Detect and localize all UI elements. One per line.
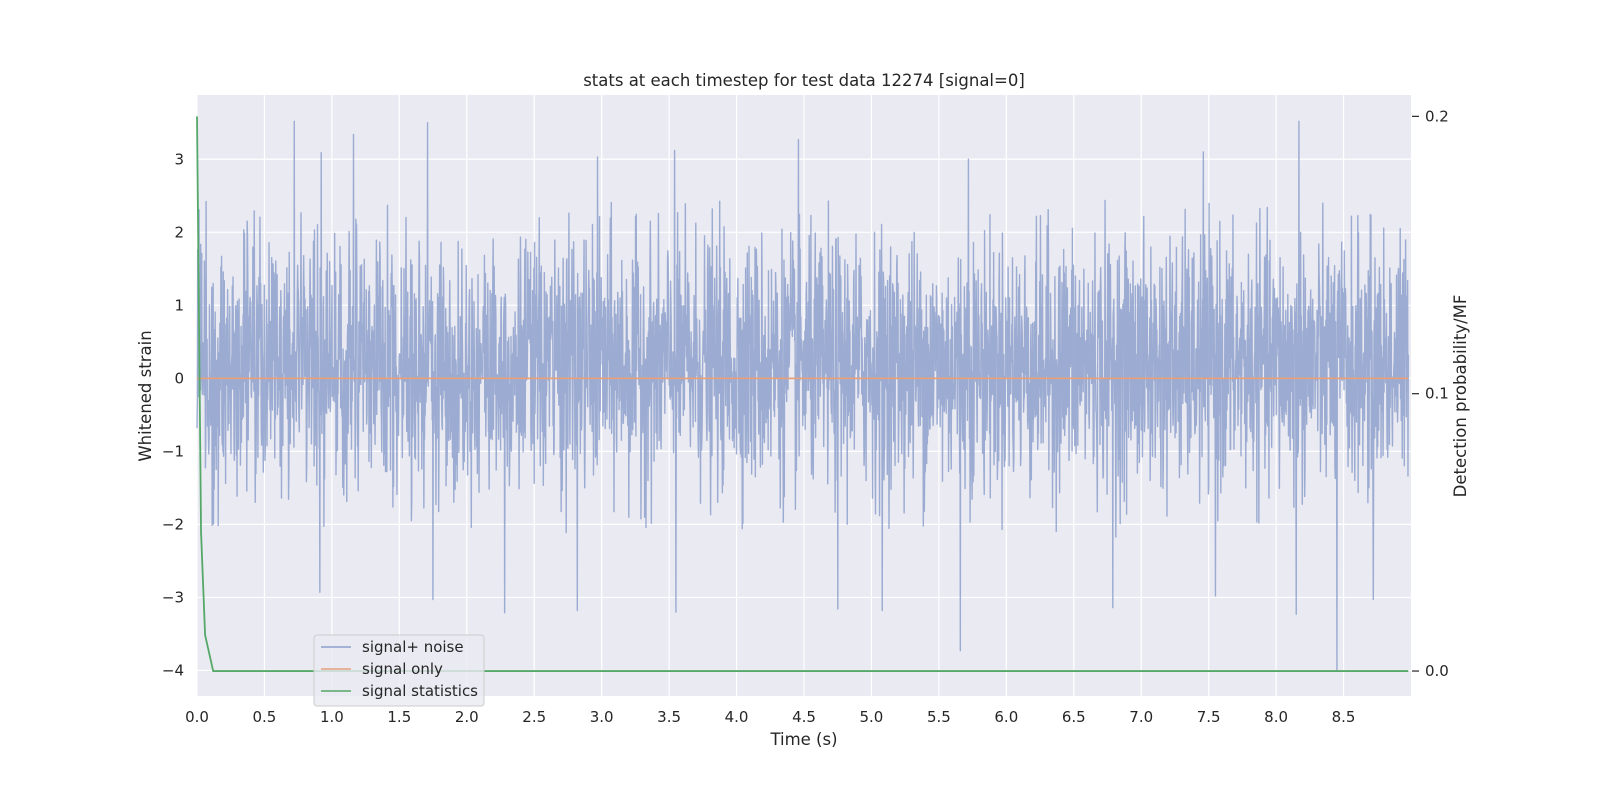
x-tick-label: 3.5 <box>657 708 681 726</box>
x-tick-label: 0.5 <box>253 708 277 726</box>
y-axis-title: Whitened strain <box>136 330 155 461</box>
series-signal-noise <box>196 120 1409 672</box>
x-tick-label: 0.0 <box>185 708 209 726</box>
x-tick-label: 7.5 <box>1197 708 1221 726</box>
x-tick-label: 3.0 <box>590 708 614 726</box>
x-tick-label: 7.0 <box>1129 708 1153 726</box>
y-tick-label: −4 <box>162 661 184 679</box>
x-axis-ticks: 0.0 0.5 1.0 1.5 2.0 2.5 3.0 3.5 4.0 4.5 5.0 5.5 6.0 6… <box>185 708 1355 726</box>
y-tick-label: 3 <box>174 150 184 168</box>
y-tick-label: −2 <box>162 515 184 533</box>
x-tick-label: 8.5 <box>1332 708 1356 726</box>
legend-label-signal-noise: signal+ noise <box>362 638 464 656</box>
legend-label-signal-statistics: signal statistics <box>362 682 478 700</box>
y-tick-label: 2 <box>174 223 184 241</box>
y2-axis-ticks: 0.2 0.1 0.0 <box>1412 107 1449 680</box>
x-tick-label: 4.0 <box>725 708 749 726</box>
legend-label-signal-only: signal only <box>362 660 443 678</box>
y-tick-label: −3 <box>162 588 184 606</box>
y2-tick-label: 0.0 <box>1425 662 1449 680</box>
x-tick-label: 5.0 <box>860 708 884 726</box>
x-tick-label: 6.0 <box>994 708 1018 726</box>
x-tick-label: 4.5 <box>792 708 816 726</box>
legend: signal+ noise signal only signal statist… <box>313 634 485 707</box>
chart-title: stats at each timestep for test data 122… <box>583 71 1025 90</box>
x-tick-label: 6.5 <box>1062 708 1086 726</box>
y2-tick-label: 0.1 <box>1425 385 1449 403</box>
y-tick-label: 1 <box>174 296 184 314</box>
x-tick-label: 1.5 <box>387 708 411 726</box>
y-tick-label: −1 <box>162 442 184 460</box>
legend-box <box>313 634 485 707</box>
x-tick-label: 1.0 <box>320 708 344 726</box>
x-tick-label: 2.5 <box>522 708 546 726</box>
y2-axis-title: Detection probability/MF <box>1451 295 1470 498</box>
signal-noise-layer <box>196 120 1409 672</box>
y-axis-ticks: 3 2 1 0 −1 −2 −3 −4 <box>162 150 184 679</box>
x-tick-label: 8.0 <box>1264 708 1288 726</box>
y2-tick-label: 0.2 <box>1425 107 1449 125</box>
x-tick-label: 2.0 <box>455 708 479 726</box>
y-tick-label: 0 <box>174 369 184 387</box>
x-tick-label: 5.5 <box>927 708 951 726</box>
x-axis-title: Time (s) <box>769 730 837 749</box>
